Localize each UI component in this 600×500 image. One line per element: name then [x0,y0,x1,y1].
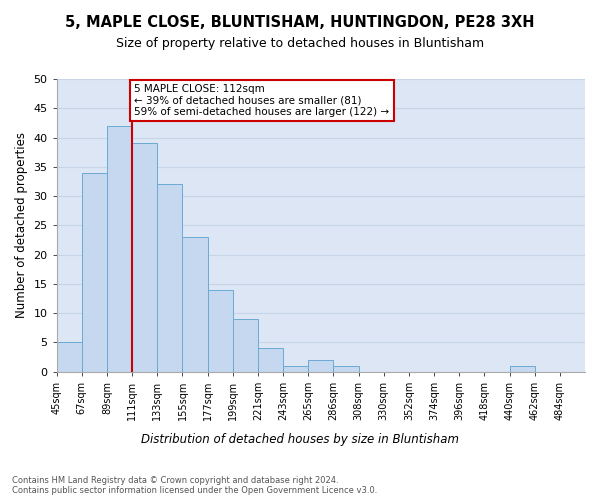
Text: Distribution of detached houses by size in Bluntisham: Distribution of detached houses by size … [141,432,459,446]
Bar [233,319,258,372]
Bar [208,290,233,372]
Text: 5, MAPLE CLOSE, BLUNTISHAM, HUNTINGDON, PE28 3XH: 5, MAPLE CLOSE, BLUNTISHAM, HUNTINGDON, … [65,15,535,30]
Bar [258,348,283,372]
Bar [132,144,157,372]
Bar [57,342,82,372]
Bar [334,366,359,372]
Y-axis label: Number of detached properties: Number of detached properties [15,132,28,318]
Text: 5 MAPLE CLOSE: 112sqm
← 39% of detached houses are smaller (81)
59% of semi-deta: 5 MAPLE CLOSE: 112sqm ← 39% of detached … [134,84,389,117]
Text: Contains HM Land Registry data © Crown copyright and database right 2024.
Contai: Contains HM Land Registry data © Crown c… [12,476,377,495]
Bar [509,366,535,372]
Bar [283,366,308,372]
Bar [82,172,107,372]
Bar [308,360,334,372]
Text: Size of property relative to detached houses in Bluntisham: Size of property relative to detached ho… [116,38,484,51]
Bar [182,237,208,372]
Bar [157,184,182,372]
Bar [107,126,132,372]
